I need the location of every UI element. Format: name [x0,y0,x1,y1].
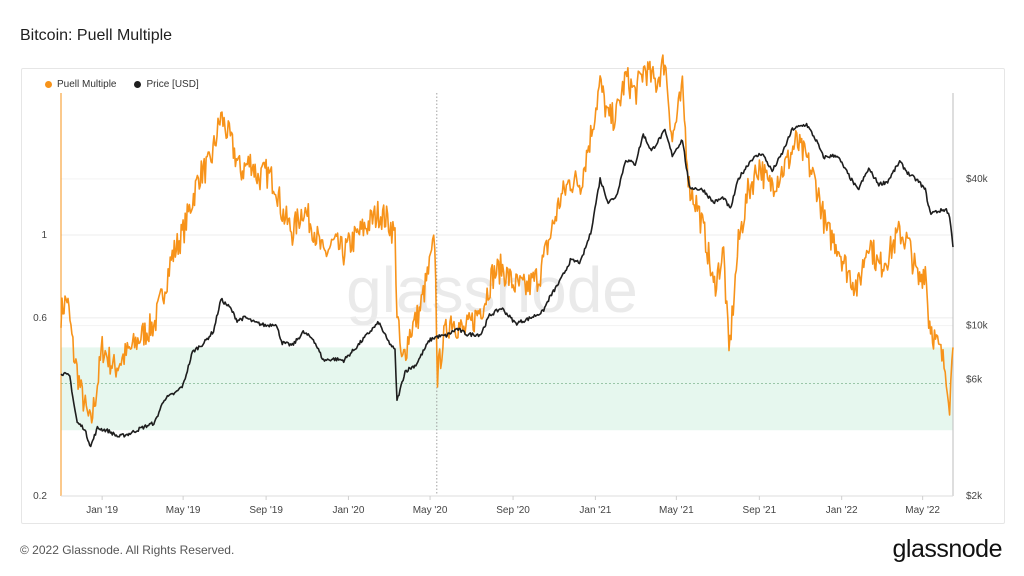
x-tick-label: May '19 [166,505,201,516]
page-title: Bitcoin: Puell Multiple [20,27,173,44]
chart-legend: Puell Multiple Price [USD] [45,79,199,90]
legend-item-puell[interactable]: Puell Multiple [45,79,116,90]
right-tick-label: $10k [966,321,989,332]
legend-label-price: Price [USD] [146,79,199,90]
legend-dot-puell [45,81,52,88]
right-tick-label: $6k [966,375,983,386]
chart-card [21,68,1005,524]
x-tick-label: Jan '21 [579,505,611,516]
undervalued-band [61,347,953,431]
x-tick-label: Jan '22 [826,505,858,516]
brand-logo: glassnode [892,535,1003,563]
legend-item-price[interactable]: Price [USD] [134,79,199,90]
series-line-price [60,122,954,448]
x-tick-label: Jan '20 [332,505,364,516]
copyright-text: © 2022 Glassnode. All Rights Reserved. [20,543,235,557]
x-tick-label: Sep '20 [496,505,530,516]
series-line-puell [60,54,954,424]
legend-dot-price [134,81,142,88]
legend-label-puell: Puell Multiple [57,79,117,90]
right-tick-label: $40k [966,174,989,185]
x-tick-label: Sep '21 [743,505,777,516]
right-tick-label: $2k [966,491,983,502]
left-tick-label: 1 [41,230,47,241]
x-tick-label: May '20 [413,505,448,516]
left-tick-label: 0.2 [33,491,47,502]
left-tick-label: 0.6 [33,313,47,324]
x-tick-label: Sep '19 [249,505,283,516]
x-tick-label: Jan '19 [86,505,118,516]
x-tick-label: May '21 [659,505,694,516]
x-tick-label: May '22 [905,505,940,516]
